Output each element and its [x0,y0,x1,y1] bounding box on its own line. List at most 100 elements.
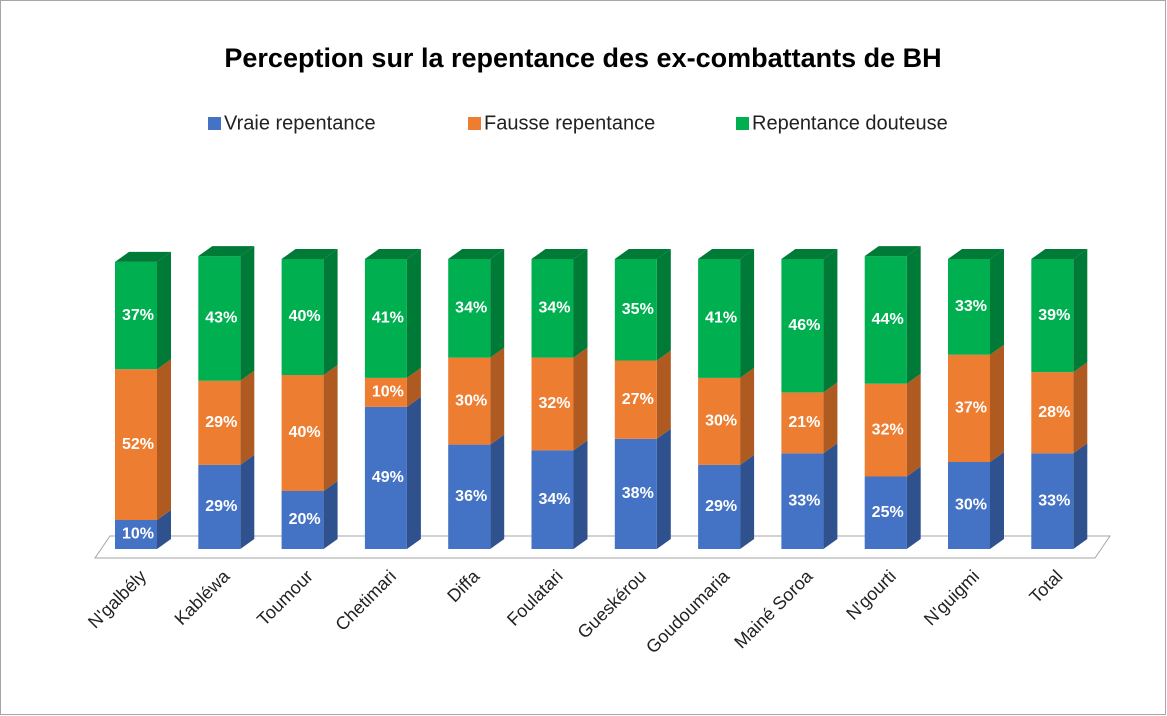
bar-segment [948,462,990,549]
value-label: 33% [788,492,820,509]
bar-top [781,249,838,259]
bar-segment [948,259,990,355]
bar-side [823,382,838,454]
value-label: 28% [1038,404,1070,421]
bar-segment [781,453,824,549]
bar-side [157,251,171,370]
bar-segment [864,256,907,384]
bar-segment [115,520,157,549]
bar-segment [781,392,824,454]
bar-side [240,370,255,465]
value-label: 52% [122,436,154,453]
floor [94,535,1111,559]
bar-side [990,344,1004,462]
bar-side [740,454,755,549]
value-label: 29% [705,498,737,515]
legend-label: Fausse repentance [484,112,655,134]
bar-side [490,347,505,445]
value-label: 49% [372,469,404,486]
bar-top [614,249,671,259]
value-label: 32% [872,421,904,438]
bar-segment [781,259,824,393]
bar-segment [198,464,241,549]
bar-side [656,350,671,439]
value-label: 34% [538,491,570,508]
bar-segment [198,380,241,465]
bar-side [573,347,588,451]
value-label: 21% [788,414,820,431]
bar-segment [698,464,741,549]
bar-side [740,367,755,465]
bar-segment [448,259,491,358]
bar-side [490,249,505,358]
bar-side [1073,249,1088,373]
bar-segment [531,259,574,358]
value-label: 30% [955,497,987,514]
legend-swatch [468,117,481,130]
value-label: 46% [788,317,820,334]
bar-side [240,246,255,381]
value-label: 41% [372,310,404,327]
value-label: 30% [455,392,487,409]
chart-title: Perception sur la repentance des ex-comb… [224,43,941,73]
bar-side [823,443,838,549]
bar-side [990,249,1004,355]
value-label: 34% [538,300,570,317]
value-label: 40% [289,424,321,441]
bar-segment [531,450,574,549]
value-label: 25% [872,504,904,521]
value-label: 44% [872,311,904,328]
value-label: 36% [455,488,487,505]
bar-top [1031,249,1088,259]
bar-side [823,249,838,393]
bar-segment [448,444,491,549]
bar-side [406,367,421,407]
bar-segment [698,259,741,378]
value-label: 43% [205,310,237,327]
bar-side [573,440,588,549]
bar-side [323,481,338,549]
bar-side [740,249,755,378]
bar-segment [864,476,907,549]
bar-side [906,373,921,477]
bar-segment [614,360,657,439]
bar-segment [1031,453,1074,549]
bar-side [157,359,171,520]
bar-segment [364,259,407,378]
bar-side [906,246,921,384]
bar-side [990,452,1004,549]
value-label: 29% [205,498,237,515]
bar-top [115,251,171,262]
bar-segment [364,406,407,549]
bar-segment [1031,372,1074,454]
bar-top [864,246,921,257]
legend-swatch [208,117,221,130]
value-label: 39% [1038,307,1070,324]
bar-top [281,249,338,259]
bar-segment [1031,259,1074,373]
value-label: 32% [538,395,570,412]
bar-side [240,454,255,549]
bar-top [698,249,755,259]
value-label: 37% [955,400,987,417]
legend-label: Vraie repentance [224,112,376,134]
legend-label: Repentance douteuse [752,112,948,134]
bar-side [323,365,338,491]
bar-side [573,249,588,358]
value-label: 37% [122,307,154,324]
bar-side [906,466,921,549]
bar-side [323,249,338,375]
value-label: 41% [705,310,737,327]
bar-top [948,249,1004,259]
bar-top [364,249,421,259]
bar-segment [364,377,407,407]
bar-segment [864,383,907,477]
bar-segment [614,259,657,361]
value-label: 38% [622,485,654,502]
bar-side [1073,443,1088,549]
value-label: 20% [289,511,321,528]
bar-segment [948,354,990,462]
bar-side [656,428,671,549]
value-label: 33% [1038,492,1070,509]
